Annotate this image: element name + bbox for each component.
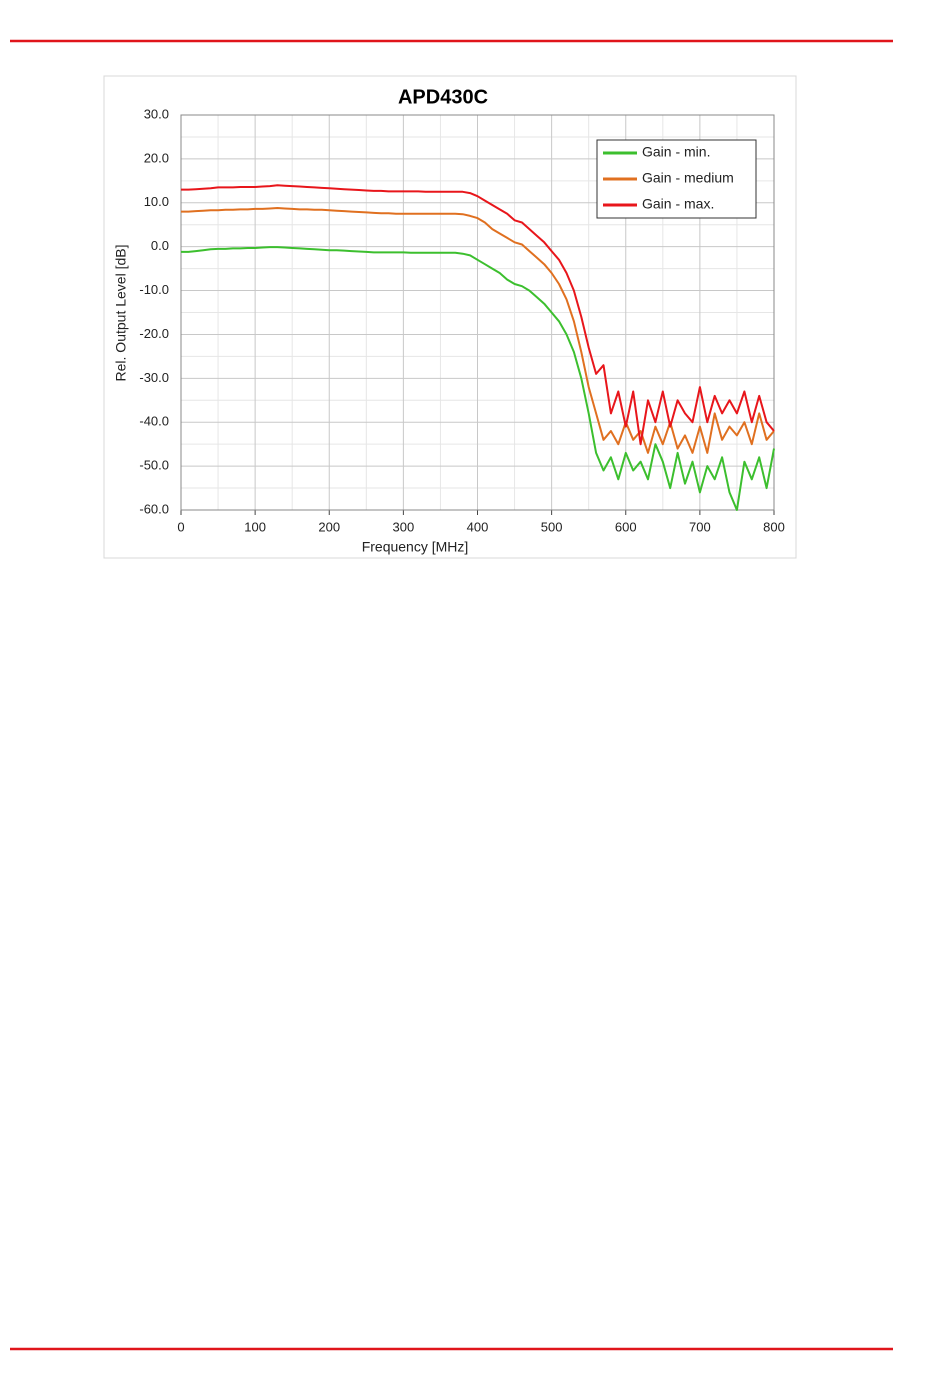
series-line [181, 246, 775, 511]
series-line [181, 207, 775, 454]
x-axis-label: Frequency [MHz] [362, 539, 469, 555]
y-tick-label: 10.0 [144, 194, 169, 209]
plot-area [180, 114, 775, 511]
legend-label: Gain - min. [642, 144, 710, 160]
legend-label: Gain - max. [642, 196, 714, 212]
y-tick-label: -20.0 [139, 326, 169, 341]
y-axis-label: Rel. Output Level [dB] [113, 245, 129, 382]
y-tick-label: 20.0 [144, 150, 169, 165]
x-tick-label: 800 [763, 519, 785, 534]
y-tick-label: 30.0 [144, 106, 169, 121]
x-tick-label: 100 [244, 519, 266, 534]
x-tick-label: 200 [318, 519, 340, 534]
x-tick-label: 0 [177, 519, 184, 534]
x-tick-label: 300 [393, 519, 415, 534]
x-tick-label: 600 [615, 519, 637, 534]
y-tick-label: -40.0 [139, 414, 169, 429]
y-tick-label: 0.0 [151, 238, 169, 253]
y-tick-label: -60.0 [139, 501, 169, 516]
chart-title: APD430C [398, 86, 488, 108]
x-tick-label: 700 [689, 519, 711, 534]
y-tick-label: -10.0 [139, 282, 169, 297]
x-tick-label: 500 [541, 519, 563, 534]
y-tick-label: -50.0 [139, 458, 169, 473]
y-tick-label: -30.0 [139, 370, 169, 385]
series-line [181, 184, 775, 446]
legend-label: Gain - medium [642, 170, 734, 186]
x-tick-label: 400 [467, 519, 489, 534]
